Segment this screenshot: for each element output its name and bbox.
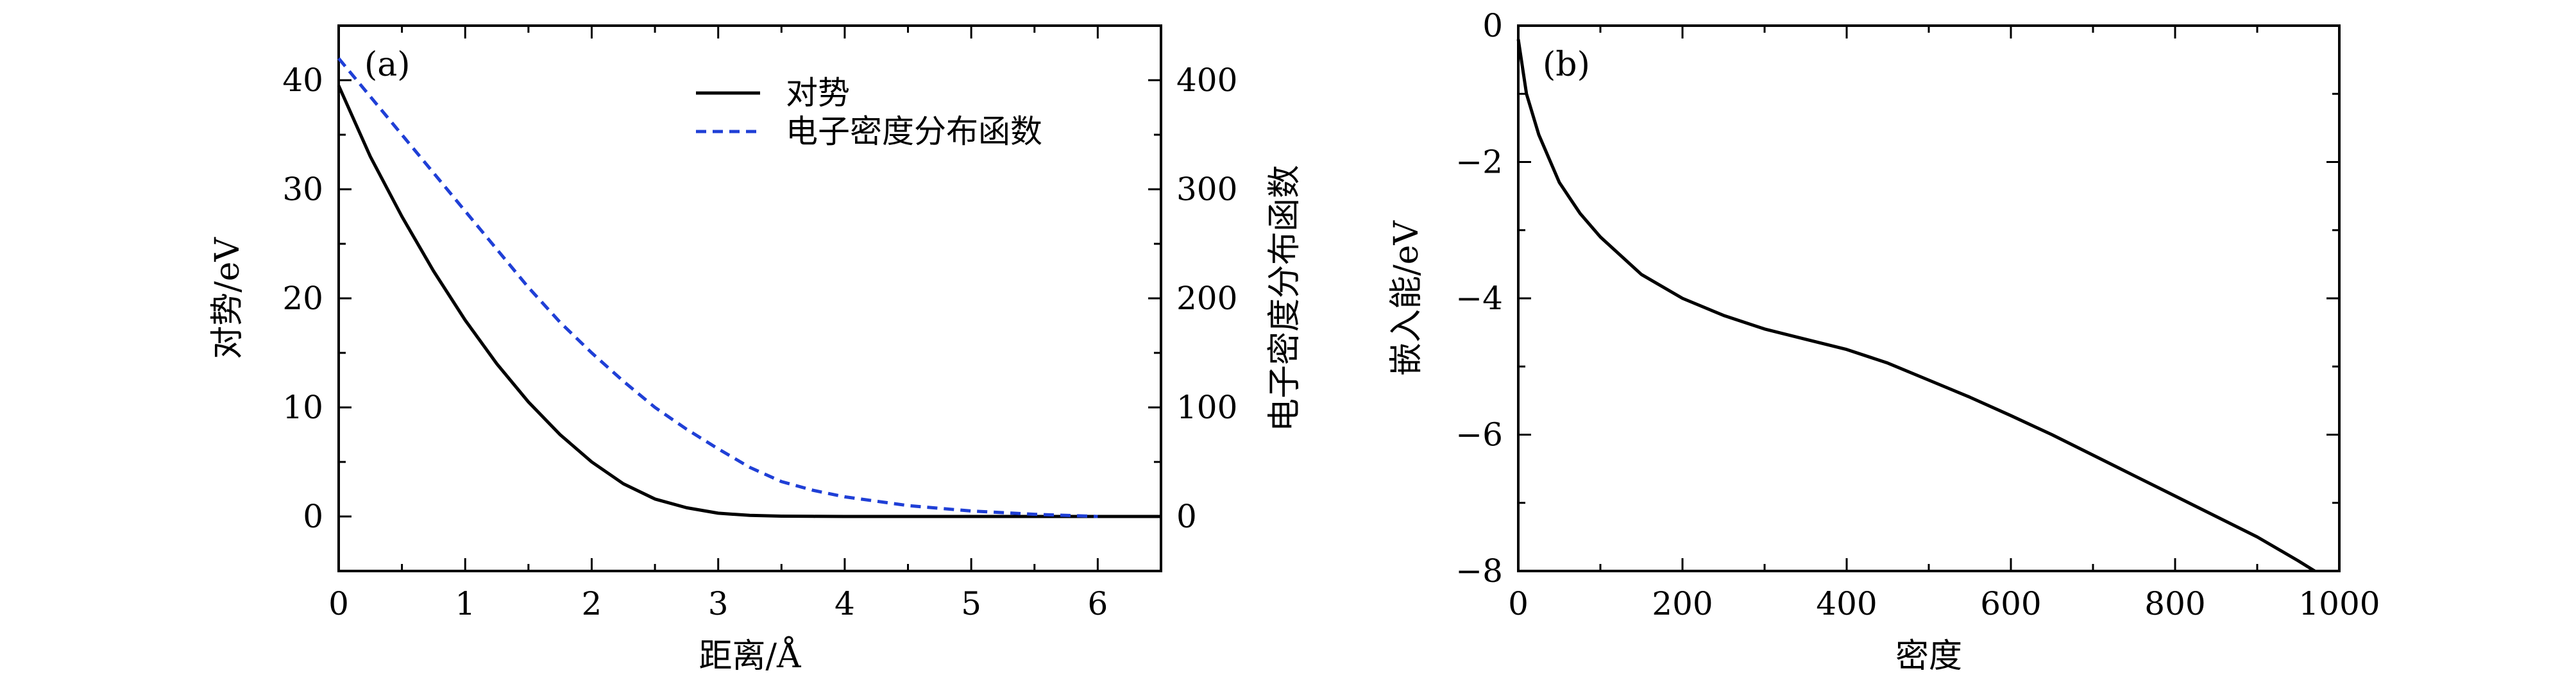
y-tick-label-a: 0	[303, 498, 323, 535]
x-tick-label-a: 1	[455, 585, 475, 622]
panel-label-b: (b)	[1543, 46, 1590, 84]
x-tick-label-b: 200	[1652, 585, 1713, 622]
x-tick-label-b: 600	[1980, 585, 2041, 622]
y-tick-label-a: 30	[282, 171, 323, 208]
y-tick-label-a: 20	[282, 280, 323, 317]
x-tick-label-b: 0	[1508, 585, 1529, 622]
x-tick-label-a: 6	[1087, 585, 1108, 622]
plot-frame-a	[337, 24, 1162, 572]
legend-label-electron-density: 电子密度分布函数	[786, 113, 1042, 150]
x-axis-label-b: 密度	[1895, 637, 1962, 676]
x-tick-label-b: 800	[2144, 585, 2205, 622]
y2-tick-label-a: 200	[1176, 280, 1237, 317]
y2-axis-label-a: 电子密度分布函数	[1266, 165, 1304, 432]
y-tick-label-b: −8	[1455, 552, 1503, 590]
y2-tick-label-a: 300	[1176, 171, 1237, 208]
x-tick-label-b: 1000	[2298, 585, 2380, 622]
panel-b-ticks: 0 200 400 600 800 1000 0 −2 −4 −6 −8	[1455, 7, 2380, 622]
legend-a: 对势 电子密度分布函数	[696, 74, 1042, 150]
panel-b-series	[1516, 38, 2316, 573]
plot-frame-b	[1517, 24, 2341, 572]
series-line-embedding-energy	[1516, 38, 2316, 573]
y-tick-label-a: 10	[282, 389, 323, 426]
panel-a-series	[337, 57, 1161, 518]
x-tick-label-b: 400	[1816, 585, 1877, 622]
y-axis-label-a: 对势/eV	[208, 237, 247, 359]
x-tick-label-a: 2	[582, 585, 602, 622]
x-tick-label-a: 5	[961, 585, 981, 622]
y-tick-label-a: 40	[282, 62, 323, 99]
y2-tick-label-a: 100	[1176, 389, 1237, 426]
x-tick-label-a: 4	[835, 585, 855, 622]
legend-label-pair-potential: 对势	[786, 74, 850, 112]
x-axis-label-a: 距离/Å	[699, 636, 802, 676]
y2-tick-label-a: 400	[1176, 62, 1237, 99]
x-tick-label-a: 3	[708, 585, 729, 622]
panel-b: 0 200 400 600 800 1000 0 −2 −4 −6 −8 (b) 密度 嵌入能/eV	[1387, 7, 2380, 676]
series-line-electron-density	[337, 57, 1098, 518]
y-axis-label-b: 嵌入能/eV	[1387, 220, 1426, 376]
y-tick-label-b: −4	[1455, 280, 1503, 317]
y-tick-label-b: −2	[1455, 144, 1503, 181]
x-tick-label-a: 0	[328, 585, 349, 622]
panel-label-a: (a)	[364, 46, 411, 84]
series-line-pair-potential	[337, 85, 1161, 518]
y-tick-label-b: 0	[1482, 7, 1503, 44]
y2-tick-label-a: 0	[1176, 498, 1197, 535]
y-tick-label-b: −6	[1455, 416, 1503, 454]
